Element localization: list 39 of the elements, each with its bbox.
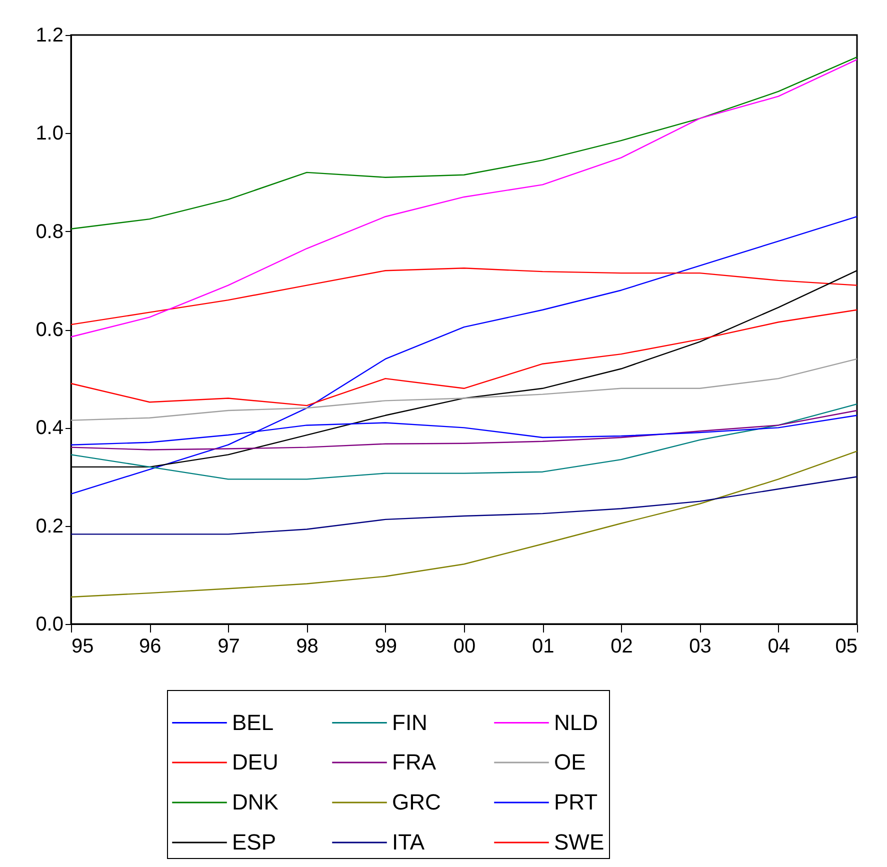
x-tick-label: 02 [610, 636, 633, 658]
legend-label: ITA [392, 830, 425, 854]
x-tick-label: 97 [218, 636, 240, 658]
line-series [70, 450, 858, 598]
legend-label: FRA [392, 750, 436, 774]
line-series [70, 56, 858, 230]
x-tick-label: 00 [453, 636, 476, 658]
line-series [70, 358, 858, 421]
legend-label: NLD [554, 710, 598, 735]
x-tick-label: 03 [689, 636, 712, 658]
y-tick-label: 0.0 [36, 614, 64, 636]
y-tick-label: 1.2 [36, 24, 64, 46]
x-tick-label: 04 [768, 636, 790, 658]
y-tick-label: 0.4 [36, 417, 64, 440]
line-series [70, 404, 858, 480]
x-tick-label: 05 [835, 636, 858, 658]
legend-label: GRC [392, 790, 441, 814]
legend-label: SWE [554, 830, 604, 854]
y-tick-label: 1.0 [36, 122, 64, 145]
x-tick-label: 95 [72, 636, 94, 658]
legend-label: DEU [232, 750, 278, 774]
legend-label: PRT [554, 790, 598, 814]
legend-label: OE [554, 750, 586, 774]
line-series [70, 476, 858, 535]
legend-label: BEL [232, 710, 274, 735]
y-tick-label: 0.8 [36, 220, 64, 243]
line-series [70, 309, 858, 406]
line-series [70, 58, 858, 338]
x-tick-label: 01 [532, 636, 554, 658]
line-series [70, 216, 858, 495]
x-tick-label: 96 [138, 636, 162, 658]
y-tick-label: 0.2 [36, 515, 64, 538]
legend-label: FIN [392, 710, 428, 735]
y-tick-label: 0.6 [36, 319, 64, 341]
legend-label: ESP [232, 830, 276, 854]
legend-label: DNK [232, 790, 279, 814]
line-series [70, 268, 858, 326]
x-tick-label: 99 [374, 636, 398, 658]
x-tick-label: 98 [296, 636, 318, 658]
